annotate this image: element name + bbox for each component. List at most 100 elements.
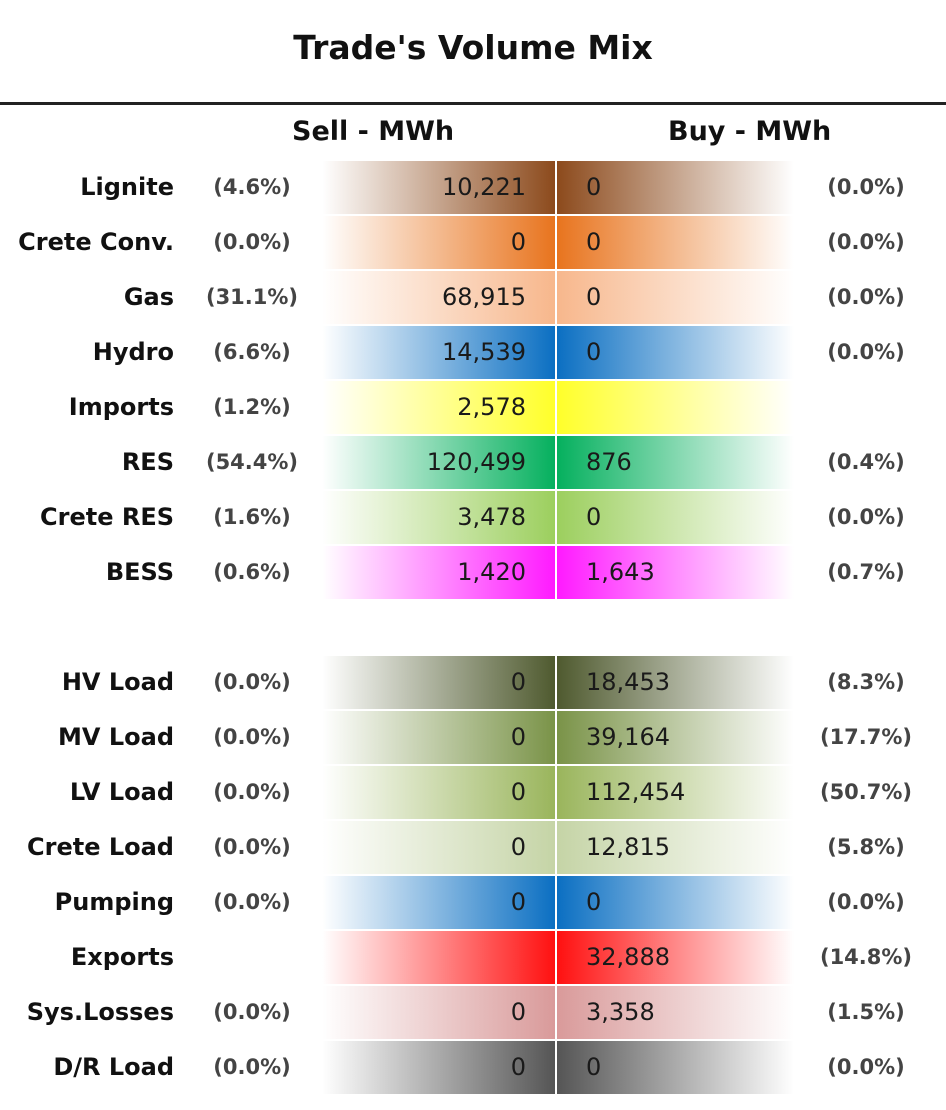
table-row: Pumping (0.0%) 0 0 (0.0%) (0, 876, 946, 929)
row-label: MV Load (58, 723, 174, 751)
buy-column-header: Buy - MWh (668, 116, 832, 147)
sell-bar (322, 876, 555, 929)
sell-percent: (0.0%) (213, 725, 291, 749)
sell-percent: (0.0%) (213, 230, 291, 254)
buy-bar (557, 766, 794, 819)
sell-bar (322, 271, 555, 324)
sell-percent: (31.1%) (205, 285, 299, 309)
row-label: Crete Load (27, 833, 174, 861)
buy-bar (557, 1041, 794, 1094)
buy-percent: (5.8%) (827, 835, 905, 859)
buy-value (586, 381, 786, 434)
row-label: Imports (68, 393, 174, 421)
buy-percent: (50.7%) (819, 780, 913, 804)
buy-bar (557, 326, 794, 379)
table-row: Exports 32,888 (14.8%) (0, 931, 946, 984)
buy-percent: (14.8%) (819, 945, 913, 969)
sell-value: 68,915 (442, 283, 526, 311)
sell-column-header: Sell - MWh (292, 116, 455, 147)
sell-value: 1,420 (457, 558, 526, 586)
sell-percent: (0.0%) (213, 1000, 291, 1024)
buy-percent: (0.4%) (827, 450, 905, 474)
sell-percent: (54.4%) (205, 450, 299, 474)
sell-value: 14,539 (442, 338, 526, 366)
buy-percent: (0.0%) (827, 285, 905, 309)
sell-percent: (1.6%) (213, 505, 291, 529)
sell-bar (322, 546, 555, 599)
buy-value: 0 (586, 283, 602, 311)
buy-percent: (17.7%) (819, 725, 913, 749)
buy-value: 1,643 (586, 558, 655, 586)
buy-bar (557, 656, 794, 709)
sell-bar (322, 326, 555, 379)
sell-value: 0 (510, 778, 526, 806)
buy-value: 3,358 (586, 998, 655, 1026)
table-row: LV Load (0.0%) 0 112,454 (50.7%) (0, 766, 946, 819)
buy-value: 39,164 (586, 723, 670, 751)
buy-bar (557, 821, 794, 874)
buy-percent: (1.5%) (827, 1000, 905, 1024)
buy-bar (557, 436, 794, 489)
buy-percent: (0.0%) (827, 230, 905, 254)
table-row: Imports (1.2%) 2,578 (0, 381, 946, 434)
buy-bar (557, 161, 794, 214)
sell-bar (322, 491, 555, 544)
sell-bar (322, 931, 555, 984)
sell-bar (322, 766, 555, 819)
sell-value: 2,578 (457, 393, 526, 421)
buy-value: 0 (586, 1053, 602, 1081)
table-row: Crete RES (1.6%) 3,478 0 (0.0%) (0, 491, 946, 544)
sell-bar (322, 161, 555, 214)
table-row: HV Load (0.0%) 0 18,453 (8.3%) (0, 656, 946, 709)
row-label: D/R Load (53, 1053, 174, 1081)
row-label: LV Load (69, 778, 174, 806)
sell-bar (322, 656, 555, 709)
sell-bar (322, 436, 555, 489)
row-label: Crete Conv. (18, 228, 174, 256)
buy-bar (557, 986, 794, 1039)
sell-value: 10,221 (442, 173, 526, 201)
sell-percent: (0.0%) (213, 835, 291, 859)
sell-bar (322, 216, 555, 269)
sell-bar (322, 381, 555, 434)
table-row: D/R Load (0.0%) 0 0 (0.0%) (0, 1041, 946, 1094)
sell-value: 0 (510, 1053, 526, 1081)
buy-value: 12,815 (586, 833, 670, 861)
buy-percent: (8.3%) (827, 670, 905, 694)
row-label: Hydro (92, 338, 174, 366)
buy-value: 18,453 (586, 668, 670, 696)
buy-value: 0 (586, 503, 602, 531)
table-row: Crete Conv. (0.0%) 0 0 (0.0%) (0, 216, 946, 269)
sell-percent: (4.6%) (213, 175, 291, 199)
buy-value: 876 (586, 448, 632, 476)
buy-bar (557, 381, 794, 434)
row-label: Pumping (54, 888, 174, 916)
buy-percent: (0.0%) (827, 175, 905, 199)
sell-bar (322, 986, 555, 1039)
table-row: RES (54.4%) 120,499 876 (0.4%) (0, 436, 946, 489)
buy-percent: (0.0%) (827, 890, 905, 914)
sell-value: 0 (510, 888, 526, 916)
sell-bar (322, 711, 555, 764)
buy-percent (796, 381, 936, 434)
buy-bar (557, 876, 794, 929)
buy-value: 0 (586, 888, 602, 916)
table-row: Lignite (4.6%) 10,221 0 (0.0%) (0, 161, 946, 214)
table-row: Gas (31.1%) 68,915 0 (0.0%) (0, 271, 946, 324)
sell-value (322, 931, 526, 984)
buy-bar (557, 491, 794, 544)
buy-value: 32,888 (586, 943, 670, 971)
buy-percent: (0.7%) (827, 560, 905, 584)
buy-value: 112,454 (586, 778, 686, 806)
table-row: Crete Load (0.0%) 0 12,815 (5.8%) (0, 821, 946, 874)
row-label: HV Load (61, 668, 174, 696)
sell-value: 3,478 (457, 503, 526, 531)
buy-percent: (0.0%) (827, 505, 905, 529)
sell-percent: (0.0%) (213, 780, 291, 804)
table-row: Sys.Losses (0.0%) 0 3,358 (1.5%) (0, 986, 946, 1039)
row-label: RES (121, 448, 174, 476)
sell-percent: (1.2%) (213, 395, 291, 419)
sell-bar (322, 821, 555, 874)
buy-bar (557, 216, 794, 269)
row-label: Sys.Losses (26, 998, 174, 1026)
